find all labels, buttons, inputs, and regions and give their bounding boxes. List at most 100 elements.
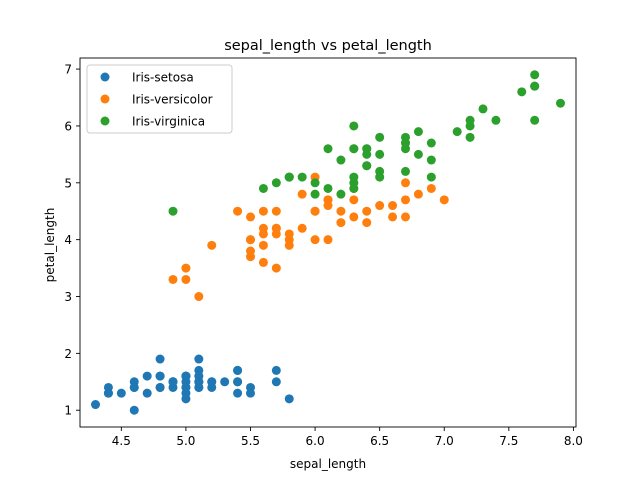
data-point [323,144,333,154]
data-point [246,235,255,245]
data-point [168,206,178,216]
data-point [465,121,475,131]
data-point [530,70,540,80]
legend: Iris-setosa Iris-versicolor Iris-virginica [86,64,233,134]
data-point [413,149,423,159]
data-point [388,201,398,211]
legend-marker [100,72,110,82]
x-tick-label: 8.0 [564,434,583,448]
data-point [362,149,372,159]
x-tick-label: 5.0 [176,434,195,448]
data-point [207,377,217,387]
data-point [478,104,488,114]
x-tick-label: 5.5 [241,434,260,448]
data-point [116,388,126,398]
x-tick-label: 4.5 [112,434,131,448]
data-point [155,354,165,364]
data-point [426,138,436,148]
legend-label: Iris-setosa [132,71,194,85]
data-point [401,195,410,205]
data-point [258,183,268,193]
data-point [426,155,436,165]
data-point [375,149,385,159]
data-point [258,257,268,267]
data-point [401,166,410,176]
data-point [362,218,372,228]
data-point [142,388,152,398]
data-point [181,371,191,381]
legend-label: Iris-versicolor [132,93,213,107]
data-point [362,161,372,171]
data-point [323,183,333,193]
data-point [181,263,191,273]
data-point [413,127,423,137]
data-point [284,394,294,404]
data-point [271,229,281,239]
data-point [452,127,462,137]
data-point [362,206,372,216]
data-point [336,218,346,228]
data-point [349,195,359,205]
data-point [310,235,320,245]
data-point [310,189,320,199]
data-point [465,132,475,142]
data-point [349,121,359,131]
data-point [181,274,191,284]
data-point [258,240,268,250]
x-tick-label: 6.5 [370,434,389,448]
data-point [271,377,281,387]
x-axis-label: sepal_length [290,457,366,471]
data-point [310,206,320,216]
data-point [388,212,398,222]
x-tick-label: 6.0 [306,434,325,448]
data-point [375,132,385,142]
data-point [413,189,423,199]
data-point [220,377,230,387]
data-point [271,365,281,375]
data-point [233,206,243,216]
data-point [194,354,204,364]
y-tick-label: 3 [64,290,72,304]
legend-marker [100,116,110,126]
data-point [336,155,346,165]
y-tick-label: 7 [64,63,72,77]
data-point [349,212,359,222]
data-point [233,377,243,387]
y-axis-label: petal_length [43,208,57,283]
data-point [258,223,268,233]
data-point [323,235,333,245]
data-point [271,178,281,188]
y-tick-label: 2 [64,347,72,361]
data-point [439,195,449,205]
data-point [401,138,410,148]
data-point [491,115,501,125]
data-point [375,201,385,211]
data-point [336,189,346,199]
data-point [310,178,320,188]
data-point [517,87,527,97]
plot-frame [79,57,577,428]
data-point [103,388,113,398]
data-point [246,388,255,398]
data-point [246,252,255,262]
data-point [426,183,436,193]
data-point [336,206,346,216]
points-layer [91,70,565,415]
data-point [297,172,307,182]
data-point [530,81,540,91]
y-tick-label: 5 [64,176,72,190]
data-point [168,274,178,284]
data-point [142,371,152,381]
data-point [194,371,204,381]
data-point [129,382,139,392]
data-point [556,98,565,108]
data-point [271,206,281,216]
data-point [349,144,359,154]
y-tick-label: 6 [64,119,72,133]
data-point [233,388,243,398]
data-point [426,172,436,182]
data-point [91,400,100,410]
data-point [155,371,165,381]
